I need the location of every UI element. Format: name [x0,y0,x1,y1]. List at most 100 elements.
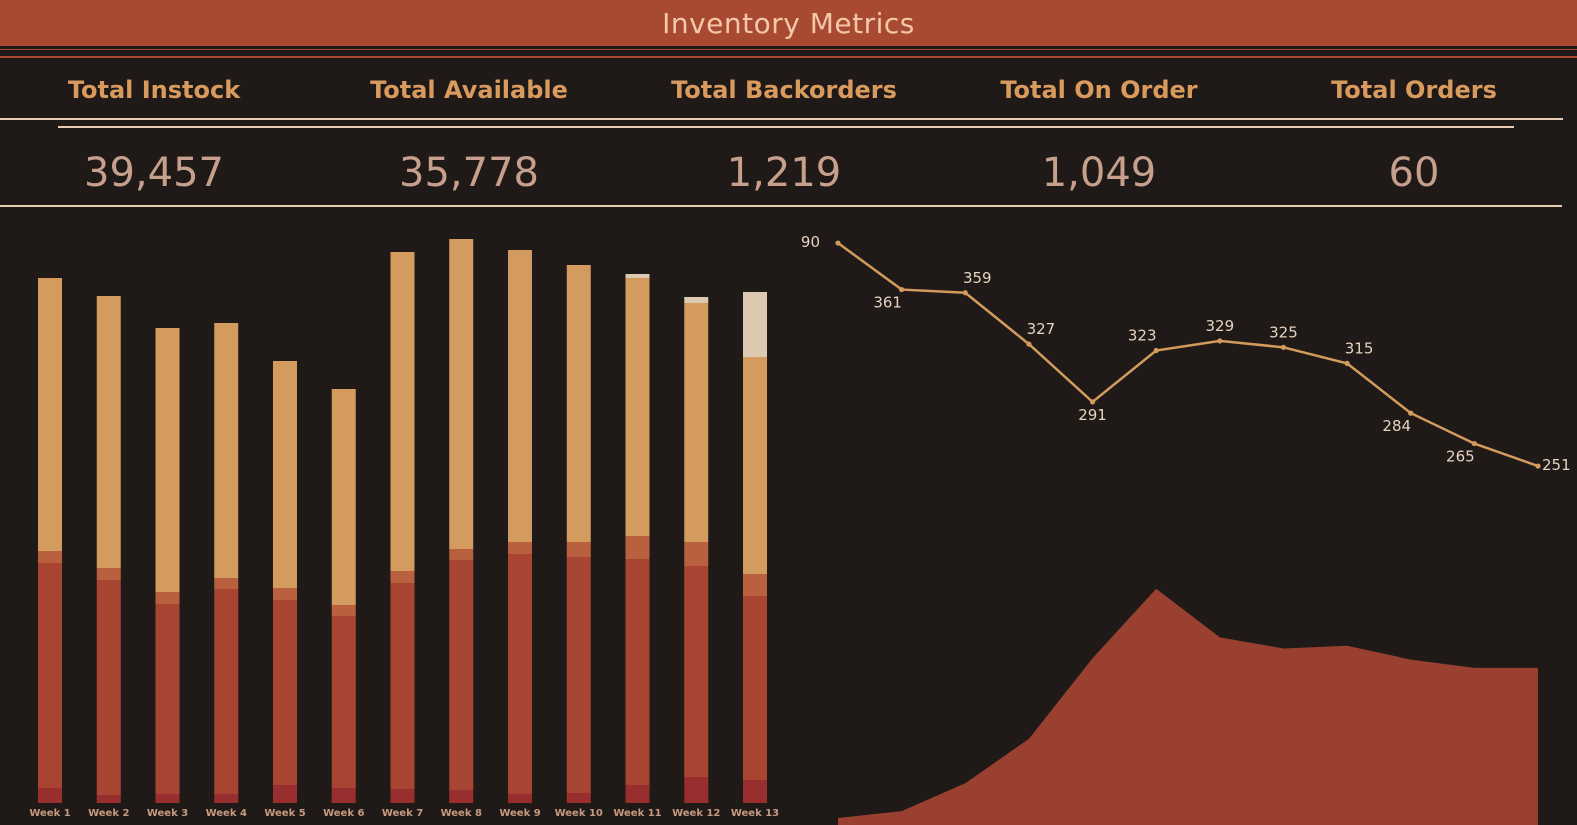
bar-segment-9-2 [508,554,532,794]
line-point-label: 390 [800,233,820,251]
bar-segment-2-2 [96,580,121,795]
bar-segment-4-3 [214,578,239,589]
kpi-label-on-order: Total On Order [1000,76,1198,104]
bar-segment-11-4 [625,278,650,536]
bar-segment-12-3 [684,542,709,566]
bar-segment-7-1 [390,789,415,803]
bar-segment-5-3 [273,588,297,600]
line-point [1535,463,1541,469]
week-label: Week 5 [264,808,305,819]
bar-segment-8-2 [449,560,474,790]
bar-segment-12-1 [684,777,709,803]
bar-segment-8-1 [449,790,474,803]
bar-segment-1-4 [38,278,62,551]
bar-segment-11-1 [625,785,650,803]
title-bar: Inventory Metrics [0,0,1577,46]
line-point [1471,440,1477,447]
kpi-label-available: Total Available [370,76,568,104]
bar-segment-4-1 [214,794,239,803]
line-point [1153,347,1159,354]
week-label: Week 4 [206,808,247,819]
bar-segment-3-1 [155,794,180,803]
line-series [837,242,1539,468]
kpi-label-orders: Total Orders [1331,76,1497,104]
bar-segment-7-2 [390,583,415,789]
bar-segment-13-4 [743,357,767,574]
kpi-value-orders: 60 [1388,150,1440,196]
line-point-label: 251 [1542,456,1571,474]
line-point [1217,338,1223,344]
week-label: Week 11 [613,808,661,819]
bar-segment-2-4 [96,296,121,568]
line-point [1280,344,1287,350]
line-point [1089,399,1096,405]
bar-segment-4-4 [214,323,239,578]
bar-segment-3-3 [155,592,180,604]
bar-segment-8-4 [449,239,474,549]
bar-segment-1-1 [38,788,62,803]
week-label: Week 1 [29,808,70,819]
bar-segment-2-3 [96,568,121,580]
bar-segment-9-3 [508,542,532,554]
bar-segment-11-5 [625,274,650,278]
kpi-value-available: 35,778 [399,150,539,196]
line-point [962,290,968,296]
bar-segment-13-3 [743,574,767,596]
week-label: Week 6 [323,808,364,819]
week-label: Week 3 [147,808,188,819]
line-point [1026,341,1032,347]
bar-segment-10-1 [566,793,591,803]
week-label: Week 8 [441,808,482,819]
line-point [1344,360,1350,366]
bar-segment-3-4 [155,328,180,592]
bar-segment-11-2 [625,559,650,785]
bar-segment-1-3 [38,551,62,563]
kpi-value-backorders: 1,219 [726,150,842,196]
week-label: Week 2 [88,808,129,819]
bar-segment-3-2 [155,604,180,794]
bar-segment-7-4 [390,252,415,571]
bar-segment-9-4 [508,250,532,542]
bar-segment-10-2 [566,557,591,793]
bar-segment-5-2 [273,600,297,785]
week-label: Week 12 [672,808,720,819]
dashboard-title: Inventory Metrics [662,6,915,40]
bar-segment-13-2 [743,596,767,780]
bar-segment-8-3 [449,549,474,560]
line-point-label: 359 [963,269,992,287]
kpi-label-backorders: Total Backorders [671,76,897,104]
bar-segment-12-4 [684,303,709,542]
line-point-label: 291 [1078,406,1107,424]
week-label: Week 13 [731,808,779,819]
bar-segment-7-3 [390,571,415,583]
bar-segment-4-2 [214,589,239,794]
kpi-value-instock: 39,457 [84,150,224,196]
line-point [835,240,841,246]
line-point-label: 361 [873,294,902,312]
weekly-stacked-bar-chart: Week 1 Week 2 Week 3 Week 4 Week 5 Week 6 Week… [29,239,779,819]
divider-kpi-bottom [0,205,1562,207]
line-point-label: 265 [1446,448,1475,466]
bar-segment-12-5 [684,297,709,303]
line-point-label: 325 [1269,323,1298,341]
weekly-line-area-chart: 390 361 359 327 291 323 329 325 315 284 265 251 [800,233,1571,825]
bar-segment-13-1 [743,780,767,803]
week-label: Week 10 [555,808,603,819]
bar-segment-6-2 [331,616,356,788]
bar-segment-1-2 [38,563,62,788]
kpi-label-instock: Total Instock [67,76,241,104]
week-label: Week 9 [499,808,540,819]
line-point-label: 315 [1345,339,1374,357]
divider-top-2 [0,56,1577,58]
bar-segment-9-1 [508,794,532,803]
bar-segment-10-4 [566,265,591,542]
line-point [899,286,905,293]
bar-segment-6-4 [331,389,356,605]
divider-kpi-2 [58,126,1514,128]
divider-kpi-1 [0,118,1563,120]
line-point-label: 323 [1128,327,1157,345]
area-series [838,588,1538,825]
line-point-label: 327 [1027,320,1056,338]
line-point-label: 284 [1382,417,1411,435]
bar-segment-5-1 [273,785,297,803]
